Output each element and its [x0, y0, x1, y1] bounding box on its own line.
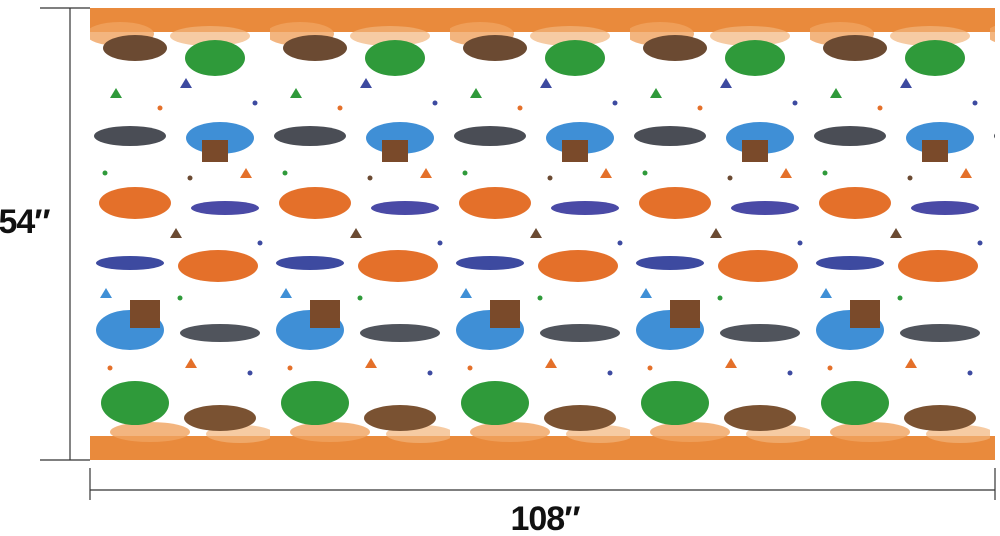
tablecloth	[90, 8, 995, 460]
height-label: 54″	[0, 203, 50, 241]
width-label: 108″	[510, 500, 580, 536]
label-bg	[0, 195, 60, 247]
